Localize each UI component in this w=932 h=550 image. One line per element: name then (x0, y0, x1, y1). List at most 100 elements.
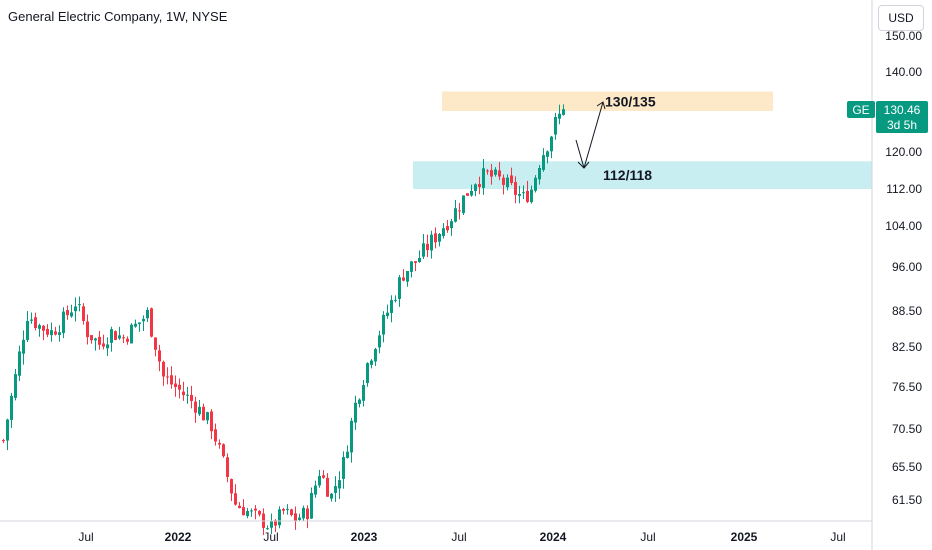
zone-112-118[interactable] (413, 161, 872, 189)
candle-body (18, 351, 21, 376)
x-tick-label: 2025 (731, 530, 758, 544)
candle-body (234, 493, 237, 505)
y-tick-label: 70.50 (892, 422, 922, 436)
candle-body (154, 337, 157, 350)
candle-body (170, 375, 173, 385)
candle-body (102, 343, 105, 347)
candle-body (86, 321, 89, 338)
candle-body (186, 394, 189, 396)
candle-body (6, 419, 9, 441)
candle-body (430, 234, 433, 251)
candle-body (354, 402, 357, 423)
candle-body (338, 480, 341, 489)
candle-body (162, 361, 165, 377)
candle-body (286, 508, 289, 510)
currency-button[interactable]: USD (878, 5, 924, 31)
candle-body (486, 170, 489, 172)
candle-body (522, 192, 525, 194)
candle-body (358, 399, 361, 404)
candle-body (366, 363, 369, 384)
x-tick-label: Jul (640, 530, 655, 544)
candle-body (314, 485, 317, 495)
candle-body (302, 507, 305, 519)
candle-body (434, 233, 437, 243)
candle-body (466, 193, 469, 196)
candle-body (58, 332, 61, 335)
candle-body (222, 444, 225, 457)
candle-body (414, 261, 417, 263)
y-tick-label: 104.00 (885, 219, 922, 233)
candle-body (114, 331, 117, 340)
candle-body (38, 325, 41, 329)
price-badge-value: 130.46 (884, 103, 921, 117)
x-axis[interactable]: Jul 2022 Jul 2023 Jul 2024 Jul 2025 Jul (78, 530, 845, 544)
candle-body (166, 376, 169, 378)
price-badge-bg (876, 101, 928, 133)
chart-title: General Electric Company, 1W, NYSE (8, 9, 228, 24)
candle-body (346, 451, 349, 458)
candle-body (74, 306, 77, 312)
candle-body (30, 319, 33, 321)
candle-body (474, 184, 477, 192)
candle-body (330, 493, 333, 499)
arrow-up-head (596, 101, 606, 110)
candle-body (542, 155, 545, 170)
candle-body (42, 325, 45, 331)
candle-body (562, 109, 565, 115)
candle-body (50, 330, 53, 336)
zone-130-135[interactable] (442, 91, 773, 112)
y-tick-label: 150.00 (885, 29, 922, 43)
candle-body (230, 479, 233, 494)
candle-body (34, 317, 37, 329)
candle-body (382, 314, 385, 335)
candle-body (390, 300, 393, 313)
candle-body (194, 401, 197, 413)
candle-body (214, 429, 217, 442)
y-axis[interactable]: 150.00140.00130.00120.00112.00104.0096.0… (885, 29, 922, 507)
candle-body (370, 360, 373, 365)
candle-body (510, 175, 513, 184)
candle-body (22, 339, 25, 354)
candle-body (374, 349, 377, 362)
candle-body (502, 177, 505, 185)
y-tick-label: 88.50 (892, 304, 922, 318)
candle-body (94, 338, 97, 341)
candle-body (110, 329, 113, 343)
candle-body (66, 310, 69, 316)
candle-body (274, 520, 277, 526)
candle-body (158, 350, 161, 362)
candle-body (270, 520, 273, 528)
symbol-badge-bg (847, 101, 875, 118)
candle-body (386, 312, 389, 317)
candle-body (126, 338, 129, 342)
x-tick-label: Jul (451, 530, 466, 544)
candle-body (378, 335, 381, 348)
candle-body (198, 406, 201, 415)
candle-body (130, 324, 133, 344)
candle-body (450, 221, 453, 229)
y-tick-label: 96.00 (892, 260, 922, 274)
candle-body (442, 228, 445, 236)
arrow-up-line (583, 101, 604, 169)
candle-body (290, 509, 293, 516)
candle-body (190, 394, 193, 401)
candle-body (46, 328, 49, 335)
candle-body (402, 277, 405, 281)
candle-body (254, 508, 257, 511)
y-tick-label: 112.00 (886, 182, 922, 196)
candle-body (478, 184, 481, 187)
candle-body (134, 323, 137, 327)
candle-body (282, 509, 285, 511)
candle-body (150, 308, 153, 337)
candle-body (242, 507, 245, 516)
candle-body (438, 234, 441, 242)
candle-body (82, 306, 85, 322)
candle-body (462, 195, 465, 214)
candle-body (422, 243, 425, 257)
candle-body (490, 170, 493, 177)
candle-body (10, 395, 13, 420)
y-tick-label: 120.00 (885, 145, 922, 159)
price-badge-countdown: 3d 5h (887, 118, 917, 132)
candle-body (398, 277, 401, 299)
